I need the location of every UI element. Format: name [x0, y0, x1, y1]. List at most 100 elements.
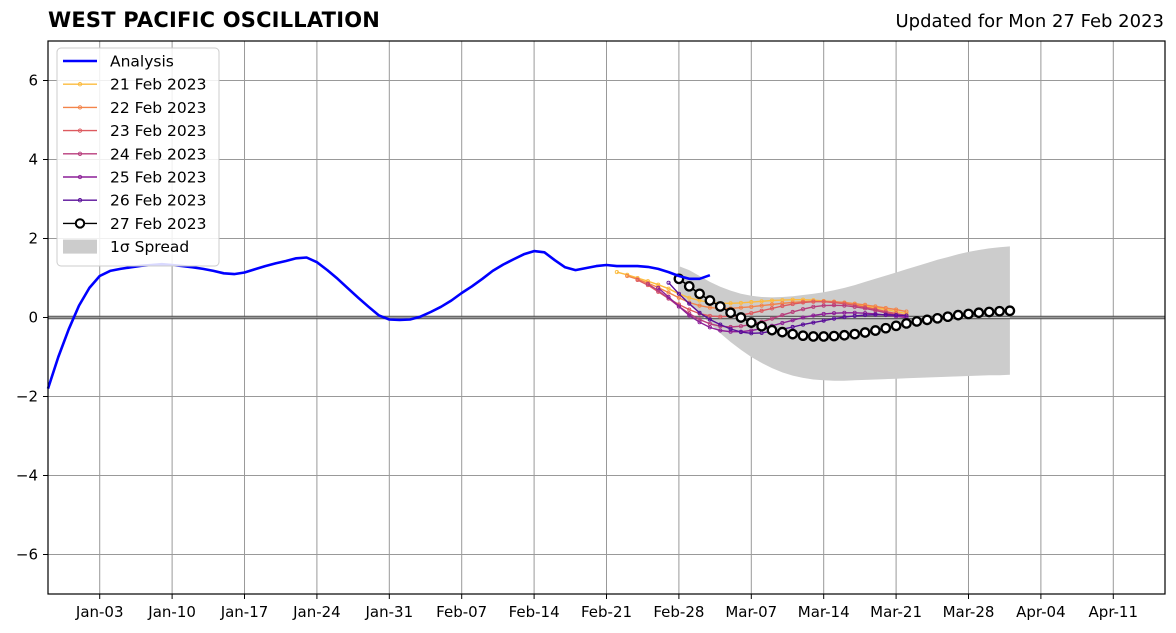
series-point [749, 331, 754, 336]
series-point [645, 281, 650, 286]
chart-title: WEST PACIFIC OSCILLATION [48, 8, 381, 32]
series-point [808, 331, 819, 342]
series-point [921, 314, 933, 326]
series-point [904, 309, 909, 314]
series-point [738, 300, 744, 305]
legend-label: 1σ Spread [110, 238, 189, 256]
series-line [637, 279, 907, 318]
x-tick-label: Jan-17 [220, 603, 269, 621]
series-point [718, 314, 723, 319]
forecast-series-layer [614, 270, 1016, 342]
legend-item: 26 Feb 2023 [63, 192, 206, 210]
series-point [818, 331, 830, 342]
series-point [973, 307, 985, 319]
series-point [870, 325, 881, 336]
legend-swatch [63, 239, 97, 254]
series-point [821, 318, 826, 323]
y-tick-label: 4 [28, 151, 38, 169]
series-point [821, 303, 826, 308]
x-tick-label: Mar-21 [870, 603, 922, 621]
series-point [683, 280, 695, 292]
forecast-series [666, 280, 909, 336]
x-tick-label: Feb-21 [581, 603, 632, 621]
series-point [790, 324, 795, 330]
series-point [831, 311, 837, 316]
series-point [704, 295, 716, 306]
series-point [839, 329, 850, 341]
legend-label: 23 Feb 2023 [110, 122, 206, 140]
y-tick-label: 0 [28, 309, 38, 327]
series-point [790, 302, 795, 307]
series-point [883, 312, 888, 317]
series-point [890, 320, 902, 332]
legend-item: 22 Feb 2023 [63, 99, 206, 117]
legend-marker [77, 198, 83, 203]
series-point [842, 310, 847, 315]
y-tick-label: 2 [28, 230, 38, 248]
series-point [707, 305, 712, 310]
series-point [994, 305, 1005, 317]
series-point [797, 330, 809, 342]
x-tick-label: Apr-11 [1089, 603, 1139, 621]
series-point [811, 320, 816, 325]
series-point [756, 320, 767, 332]
series-point [863, 313, 868, 318]
series-point [687, 301, 692, 306]
legend-item: 1σ Spread [63, 238, 189, 256]
series-point [676, 295, 681, 300]
series-point [687, 307, 692, 312]
legend-label: Analysis [110, 53, 174, 71]
grid-layer [48, 41, 1165, 594]
series-point [932, 312, 943, 324]
plot-frame [47, 40, 1166, 595]
series-point [666, 294, 671, 300]
series-point [894, 307, 899, 312]
legend-label: 27 Feb 2023 [110, 215, 206, 233]
series-point [1004, 305, 1016, 317]
series-point [901, 318, 912, 329]
legend-item: Analysis [63, 53, 174, 71]
analysis-layer [46, 249, 711, 390]
series-point [728, 301, 733, 306]
analysis-line [46, 249, 711, 390]
y-tick-label: 6 [28, 72, 38, 90]
series-point [811, 313, 816, 318]
x-tick-label: Mar-07 [725, 603, 777, 621]
legend-item: 23 Feb 2023 [63, 122, 206, 140]
x-tick-label: Jan-10 [147, 603, 196, 621]
x-tick-label: Jan-31 [364, 603, 413, 621]
legend-label: 25 Feb 2023 [110, 169, 206, 187]
spread-layer [678, 246, 1010, 381]
series-point [687, 313, 692, 318]
series-point [738, 330, 744, 335]
x-tick-label: Feb-14 [509, 603, 560, 621]
legend-label: 21 Feb 2023 [110, 76, 206, 94]
series-point [859, 327, 871, 338]
series-point [842, 315, 847, 320]
series-point [635, 277, 640, 283]
series-point [735, 312, 747, 323]
series-point [780, 320, 785, 326]
series-point [697, 310, 702, 315]
series-point [697, 320, 702, 325]
series-line [626, 275, 907, 313]
series-point [828, 330, 840, 342]
series-point [666, 290, 671, 295]
series-point [625, 273, 630, 279]
series-point [769, 306, 775, 311]
series-point [842, 303, 847, 308]
series-point [963, 308, 974, 320]
legend-item: 27 Feb 2023 [63, 215, 206, 233]
series-point [894, 313, 899, 318]
x-tick-label: Mar-28 [943, 603, 995, 621]
y-tick-label: −2 [16, 388, 38, 406]
series-point [863, 306, 868, 311]
x-tick-label: Jan-03 [75, 603, 124, 621]
legend-marker [77, 174, 83, 180]
x-tick-label: Mar-14 [798, 603, 850, 621]
series-point [787, 328, 799, 340]
series-point [800, 300, 806, 305]
series-point [759, 303, 764, 308]
legend-marker [74, 218, 86, 229]
series-point [769, 316, 775, 321]
